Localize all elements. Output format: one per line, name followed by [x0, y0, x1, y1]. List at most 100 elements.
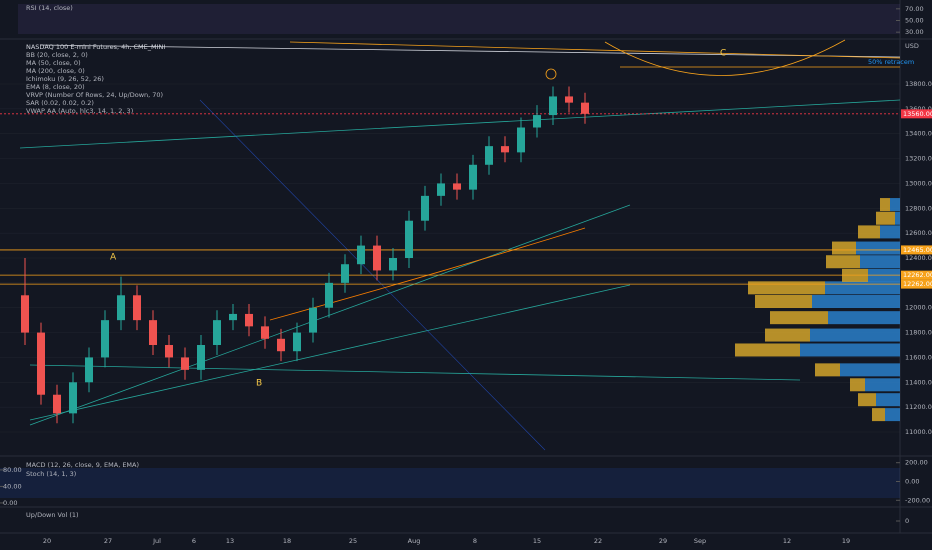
candle-body	[261, 326, 269, 339]
pane-tick-label: 40.00	[3, 482, 22, 490]
candle-body	[549, 96, 557, 116]
x-tick-label: 20	[43, 537, 51, 545]
pane-tick-label: 50.00	[905, 17, 924, 25]
candle-body	[389, 258, 397, 271]
candle-body	[517, 127, 525, 153]
stoch-band	[0, 468, 900, 498]
profile-down-bar	[880, 198, 890, 212]
y-tick-label: 11000.00	[905, 428, 932, 436]
candle-body	[133, 295, 141, 321]
y-tick-label: 13000.00	[905, 179, 932, 187]
candle-body	[453, 183, 461, 190]
x-tick-label: 22	[594, 537, 602, 545]
profile-up-bar	[856, 241, 900, 255]
rsi-band	[18, 4, 900, 34]
indicator-label: SAR (0.02, 0.02, 0.2)	[26, 99, 94, 107]
indicator-label: Ichimoku (9, 26, 52, 26)	[26, 75, 104, 83]
pane-tick-label: -200.00	[905, 496, 930, 504]
y-tick-label: 11400.00	[905, 378, 932, 386]
stoch-title: Stoch (14, 1, 3)	[26, 470, 76, 478]
trend-line	[289, 41, 901, 59]
indicator-label: VRVP (Number Of Rows, 24, Up/Down, 70)	[26, 91, 163, 99]
candle-body	[229, 313, 237, 321]
pane-tick-label: 200.00	[905, 459, 928, 467]
indicator-label: BB (20, close, 2, 0)	[26, 51, 88, 59]
profile-up-bar	[812, 295, 900, 309]
y-tick-label: 11800.00	[905, 329, 932, 337]
profile-down-bar	[872, 408, 885, 422]
y-tick-label: 12400.00	[905, 254, 932, 262]
profile-down-bar	[858, 225, 880, 239]
profile-up-bar	[865, 378, 900, 392]
candle-body	[181, 357, 189, 370]
ma-curve	[269, 227, 586, 321]
y-tick-label: 11200.00	[905, 403, 932, 411]
candle-body	[341, 264, 349, 283]
profile-up-bar	[880, 225, 900, 239]
candle-body	[309, 307, 317, 333]
price-label-box	[901, 109, 932, 119]
x-tick-label: 18	[283, 537, 291, 545]
annotation: 50% retracem	[868, 58, 914, 66]
profile-up-bar	[890, 198, 900, 212]
candle-body	[21, 295, 29, 333]
candle-body	[165, 345, 173, 358]
profile-up-bar	[860, 255, 900, 269]
price-label-box	[901, 270, 932, 280]
price-label: 12465.00	[903, 246, 932, 254]
pane-tick-label: 30.00	[905, 28, 924, 36]
candle-body	[565, 96, 573, 103]
x-tick-label: 6	[192, 537, 196, 545]
candle-body	[357, 245, 365, 265]
volume-title: Up/Down Vol (1)	[26, 511, 79, 519]
indicator-label: MA (50, close, 0)	[26, 59, 81, 67]
candle-body	[277, 338, 285, 352]
candle-body	[37, 332, 45, 395]
profile-up-bar	[885, 408, 900, 422]
x-tick-label: 8	[473, 537, 477, 545]
profile-down-bar	[832, 241, 856, 255]
trend-line	[29, 284, 631, 421]
candle-body	[437, 183, 445, 196]
annotation: B	[256, 379, 262, 389]
candle-body	[117, 295, 125, 321]
macd-title: MACD (12, 26, close, 9, EMA, EMA)	[26, 461, 139, 469]
candle-body	[101, 320, 109, 358]
profile-up-bar	[876, 393, 900, 407]
pane-tick-label: 70.00	[905, 5, 924, 13]
profile-up-bar	[895, 211, 900, 225]
trend-line	[29, 204, 631, 426]
y-tick-label: 13800.00	[905, 80, 932, 88]
arc-drawing	[604, 39, 846, 76]
candle-body	[469, 164, 477, 190]
profile-down-bar	[815, 363, 840, 377]
indicator-label: VWAP AA (Auto, hlc3, 14, 1, 2, 3)	[26, 107, 133, 115]
x-tick-label: 27	[104, 537, 112, 545]
candle-body	[197, 345, 205, 370]
candle-body	[581, 102, 589, 114]
y-tick-label: 13400.00	[905, 130, 932, 138]
profile-down-bar	[748, 281, 825, 295]
indicator-label: EMA (8, close, 20)	[26, 83, 85, 91]
profile-down-bar	[755, 295, 812, 309]
candle-body	[405, 220, 413, 259]
indicator-label: MA (200, close, 0)	[26, 67, 85, 75]
profile-down-bar	[765, 328, 810, 342]
y-tick-label: 13200.00	[905, 155, 932, 163]
pane-tick-label: 0.00	[905, 478, 919, 486]
pane-tick-label: 0.00	[3, 499, 17, 507]
candle-body	[373, 245, 381, 271]
circle-drawing	[545, 68, 557, 80]
candle-body	[421, 195, 429, 221]
candle-body	[69, 382, 77, 414]
candle-body	[53, 394, 61, 414]
profile-down-bar	[876, 211, 895, 225]
candle-body	[149, 320, 157, 346]
profile-down-bar	[850, 378, 865, 392]
price-label: 12262.00	[903, 271, 932, 279]
x-tick-label: Jul	[152, 537, 161, 545]
price-label-box	[901, 245, 932, 255]
price-label: 13560.00	[903, 110, 932, 118]
profile-down-bar	[770, 311, 828, 325]
